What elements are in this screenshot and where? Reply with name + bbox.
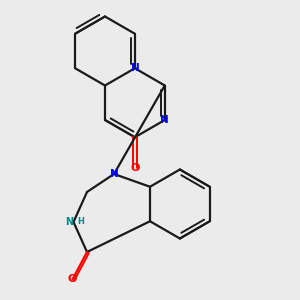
Text: N: N <box>65 217 73 227</box>
Text: O: O <box>130 163 140 173</box>
Text: N: N <box>130 63 139 73</box>
Text: N: N <box>110 169 118 179</box>
Text: O: O <box>68 274 77 284</box>
Text: H: H <box>78 218 84 226</box>
Text: N: N <box>160 115 169 125</box>
